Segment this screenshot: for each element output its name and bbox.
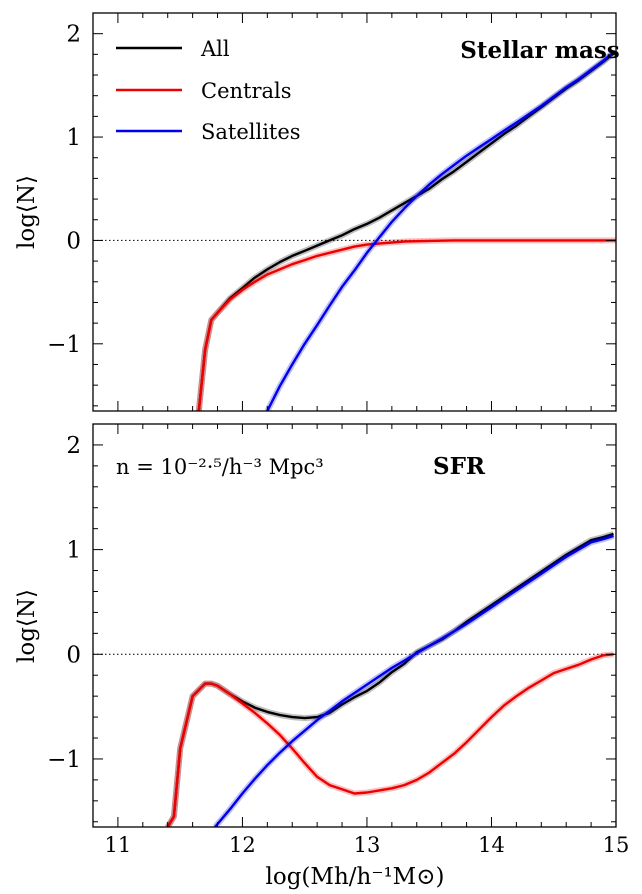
panel-title: Stellar mass <box>460 37 620 64</box>
x-tick-label: 15 <box>603 833 630 857</box>
y-tick-label: 2 <box>66 22 81 48</box>
y-tick-label: 0 <box>66 642 81 668</box>
y-tick-label: 2 <box>66 433 81 459</box>
series-band-centrals <box>195 237 616 411</box>
y-tick-label: −1 <box>47 332 81 358</box>
series-line-centrals <box>166 653 614 827</box>
panel-title: SFR <box>433 453 486 480</box>
series-band-all <box>195 50 616 411</box>
stellar-mass-panel: −1 0 1 2 Stellar mass log⟨N⟩ All Centrals S… <box>14 12 620 412</box>
series-line-centrals <box>197 239 616 411</box>
series-line-satellites <box>214 534 614 827</box>
legend-label-satellites: Satellites <box>201 120 301 144</box>
x-tick-label: 14 <box>478 833 505 857</box>
series-band-satellites <box>264 49 616 411</box>
y-tick-label: 1 <box>66 538 81 564</box>
legend-label-all: All <box>200 37 230 61</box>
series-line-satellites <box>266 51 615 411</box>
x-tick-label: 13 <box>354 833 381 857</box>
y-tick-label: 1 <box>66 125 81 151</box>
x-axis-label: log(Mh/h⁻¹M⊙) <box>266 864 445 890</box>
series-line-all <box>197 52 615 411</box>
legend: All Centrals Satellites <box>116 37 301 144</box>
plot-frame <box>92 12 617 412</box>
y-tick-label: −1 <box>47 747 81 773</box>
x-tick-label: 11 <box>105 833 132 857</box>
y-axis-label: log⟨N⟩ <box>14 175 40 249</box>
density-annotation: n = 10⁻²·⁵/h⁻³ Mpc³ <box>116 455 324 479</box>
x-tick-label: 12 <box>229 833 256 857</box>
legend-label-centrals: Centrals <box>201 79 292 103</box>
y-axis-label: log⟨N⟩ <box>14 589 40 663</box>
plot-frame <box>92 423 617 828</box>
y-tick-label: 0 <box>66 228 81 254</box>
